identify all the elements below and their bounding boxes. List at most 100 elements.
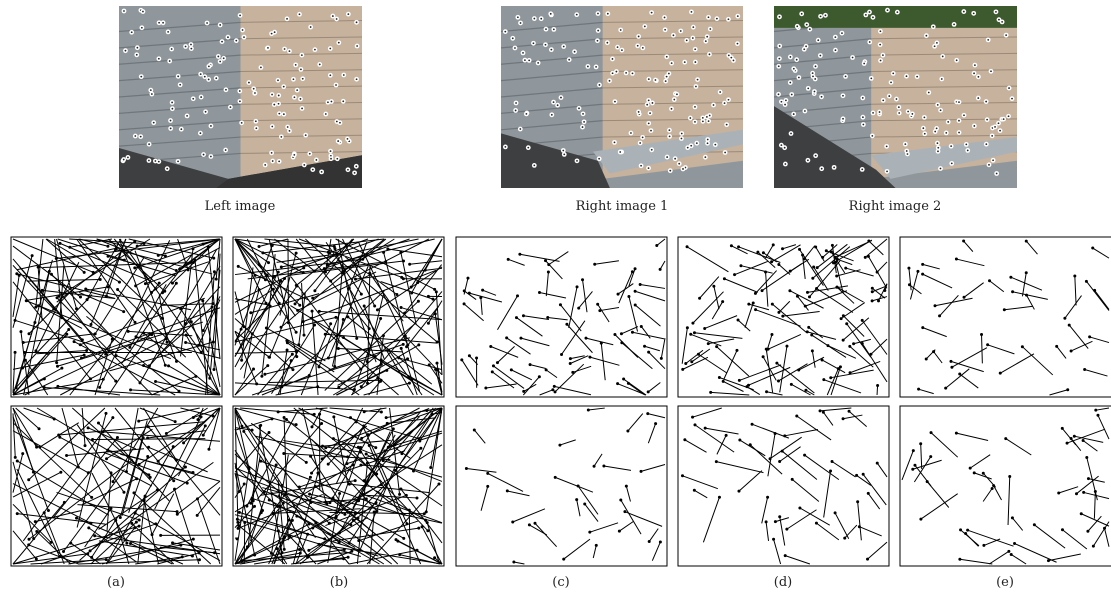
- keypoint-center: [278, 160, 281, 163]
- brick-line: [119, 103, 241, 114]
- match-end: [426, 321, 430, 325]
- match-line: [775, 517, 790, 523]
- match-line: [867, 256, 888, 289]
- match-line: [765, 271, 769, 307]
- match-line: [909, 284, 922, 295]
- match-line: [335, 425, 365, 484]
- keypoint-center: [686, 146, 689, 149]
- keypoint-center: [695, 85, 697, 88]
- keypoint-center: [844, 75, 847, 78]
- brick-line: [240, 118, 362, 122]
- keypoint-center: [157, 57, 160, 60]
- keypoint-center: [331, 15, 334, 17]
- match-end: [320, 421, 324, 425]
- keypoint-center: [1008, 87, 1010, 89]
- match-end: [55, 361, 59, 365]
- match-end: [110, 337, 114, 341]
- match-line: [434, 313, 443, 365]
- photo: [774, 6, 1017, 188]
- keypoint-center: [725, 123, 728, 126]
- keypoint-center: [694, 106, 696, 108]
- match-end: [154, 379, 158, 383]
- match-end: [281, 501, 285, 505]
- match-line: [56, 491, 140, 521]
- match-end: [866, 491, 870, 495]
- match-end: [814, 521, 818, 525]
- match-end: [171, 541, 175, 545]
- match-end: [60, 366, 64, 370]
- match-line: [507, 490, 530, 497]
- match-end: [134, 520, 138, 524]
- match-end: [34, 349, 38, 353]
- keypoint-center: [219, 60, 222, 63]
- match-end: [310, 471, 314, 475]
- keypoint-center: [532, 42, 535, 45]
- match-end: [848, 371, 852, 375]
- match-line: [522, 376, 540, 396]
- match-end: [658, 540, 662, 544]
- match-line: [329, 511, 425, 515]
- match-end: [341, 336, 345, 340]
- keypoint-center: [777, 65, 780, 68]
- brick-line: [774, 70, 872, 82]
- match-end: [916, 269, 920, 273]
- match-end: [79, 356, 83, 360]
- match-end: [253, 553, 257, 557]
- keypoint-center: [140, 26, 143, 29]
- match-end: [684, 362, 688, 366]
- match-end: [1009, 275, 1013, 279]
- match-line: [1088, 478, 1105, 483]
- match-line: [58, 421, 205, 436]
- match-end: [34, 557, 38, 561]
- panel-frame: [10, 236, 223, 398]
- keypoint-center: [842, 94, 844, 97]
- keypoint-center: [724, 151, 727, 154]
- match-end: [337, 531, 341, 535]
- keypoint-center: [650, 11, 653, 14]
- match-end: [142, 364, 146, 368]
- match-end: [467, 354, 471, 358]
- match-line: [644, 345, 660, 352]
- match-end: [962, 295, 966, 299]
- keypoint-center: [736, 15, 739, 18]
- match-end: [311, 296, 315, 300]
- match-end: [959, 528, 963, 532]
- brick-line: [602, 36, 743, 40]
- match-line: [243, 522, 246, 565]
- keypoint-center: [939, 109, 942, 112]
- match-end: [917, 387, 921, 391]
- match-line: [634, 304, 661, 327]
- match-end: [313, 289, 317, 293]
- match-end: [263, 372, 267, 376]
- match-line: [12, 281, 91, 380]
- brick-line: [871, 101, 1017, 105]
- keypoint-center: [819, 54, 822, 57]
- match-line: [401, 407, 436, 454]
- match-line: [913, 456, 932, 483]
- match-end: [770, 260, 774, 264]
- match-end: [512, 560, 516, 564]
- match-end: [111, 480, 115, 484]
- match-end: [781, 247, 785, 251]
- match-line: [559, 439, 576, 446]
- keypoint-center: [320, 170, 323, 173]
- match-line: [315, 407, 420, 440]
- match-end: [398, 553, 402, 557]
- keypoint-center: [636, 44, 639, 47]
- match-end: [933, 304, 937, 308]
- match-end: [201, 433, 205, 437]
- match-line: [1061, 428, 1077, 446]
- match-end: [681, 367, 685, 371]
- keypoint-center: [878, 111, 881, 113]
- match-line: [281, 290, 385, 388]
- match-line: [68, 544, 181, 565]
- match-line: [974, 472, 992, 480]
- keypoint-center: [238, 90, 241, 92]
- keypoint-center: [202, 153, 205, 156]
- match-line: [287, 260, 404, 276]
- brick-line: [774, 38, 872, 49]
- match-end: [581, 278, 585, 282]
- keypoint-center: [834, 49, 837, 52]
- keypoint-center: [965, 143, 968, 146]
- match-end: [785, 344, 789, 348]
